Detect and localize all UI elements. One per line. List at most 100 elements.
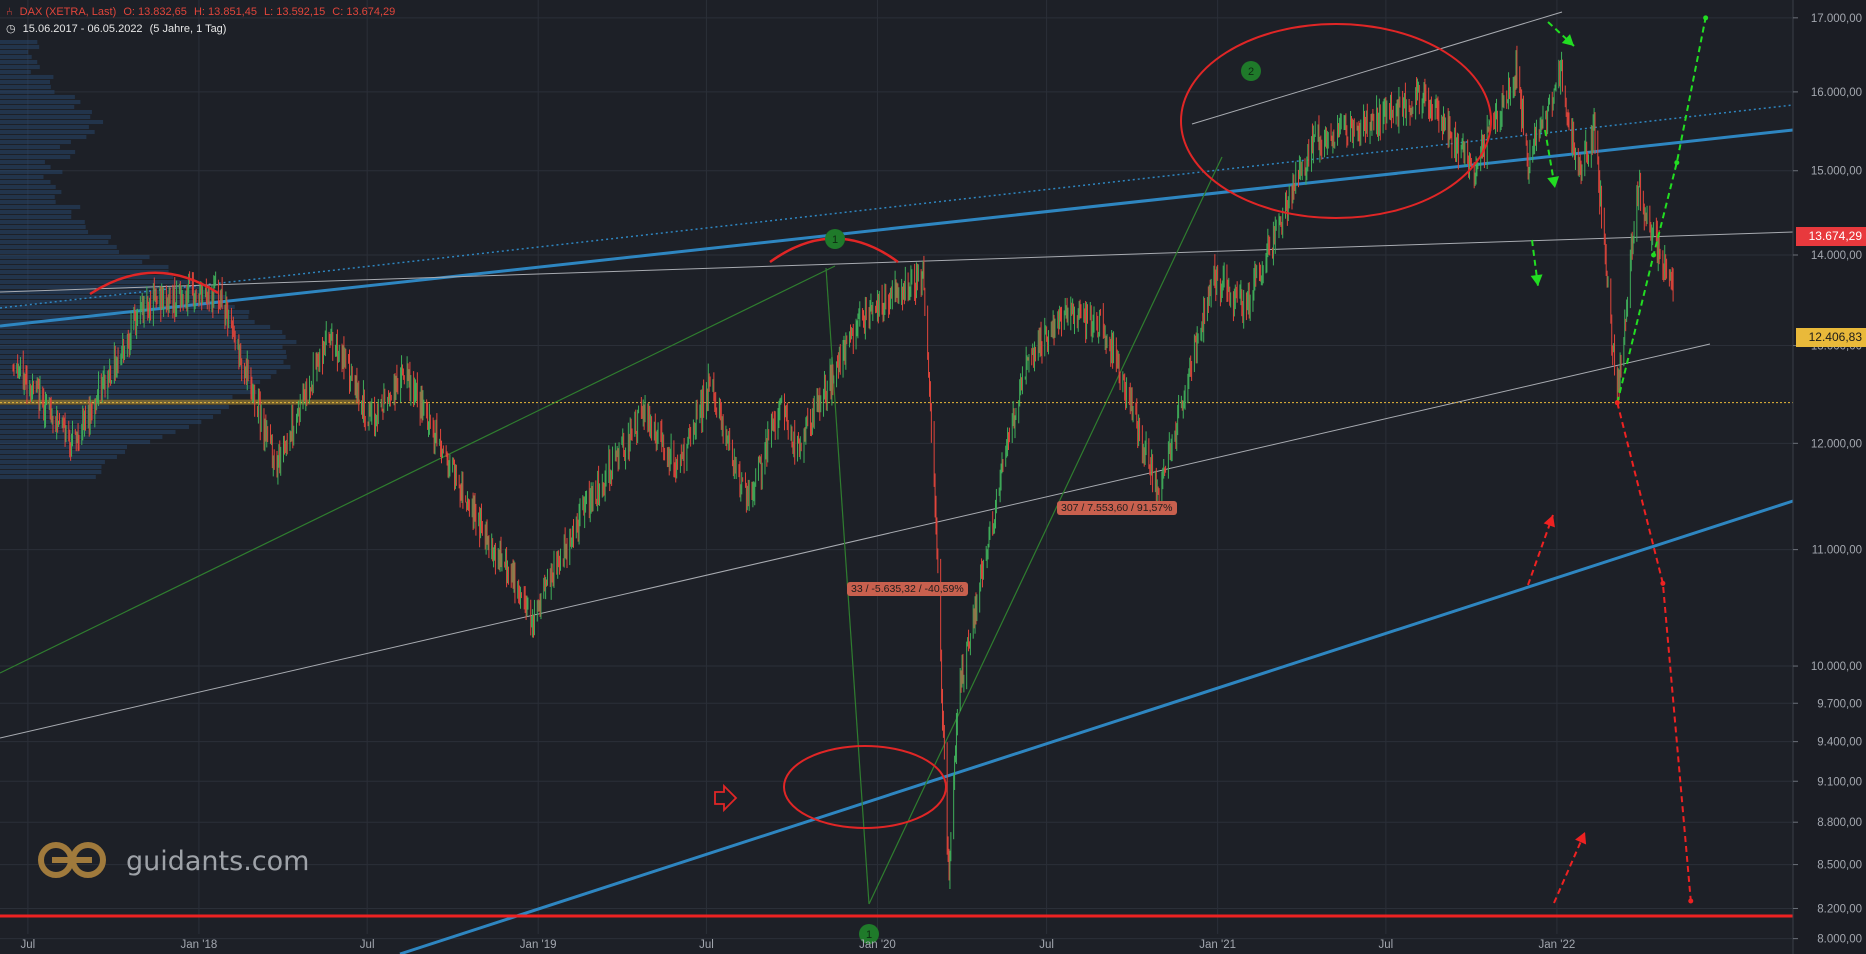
- blue-support-line: [399, 499, 1794, 954]
- close-value: C: 13.674,29: [332, 6, 396, 18]
- date-range: 15.06.2017 - 06.05.2022: [22, 23, 143, 35]
- volume-profile-bar: [0, 260, 143, 264]
- red-arrow-up-2-head: [1575, 832, 1587, 845]
- marker-1-bottom-circle: [859, 924, 879, 944]
- volume-profile-bar: [0, 160, 45, 164]
- volume-profile-bar: [0, 320, 255, 324]
- top-arc-2018: [89, 271, 219, 296]
- volume-profile-bar: [0, 190, 62, 194]
- volume-profile-bar: [0, 95, 75, 99]
- volume-profile-bar: [0, 120, 104, 124]
- volume-profile-bar: [0, 255, 150, 259]
- red-projection-node: [1688, 898, 1694, 904]
- x-tick-label-2: Jul: [360, 939, 375, 951]
- volume-profile-bar: [0, 385, 253, 389]
- low-value: L: 13.592,15: [264, 6, 326, 18]
- volume-profile-bar: [0, 390, 257, 394]
- volume-profile-bar: [0, 110, 92, 114]
- volume-profile-bar: [0, 365, 291, 369]
- volume-profile-bar: [0, 80, 51, 84]
- volume-profile-bar: [0, 130, 95, 134]
- x-axis: Jul Jan '18 Jul Jan '19 Jul Jan '20 Jul Jan '21…: [21, 939, 1576, 951]
- range-info: ◷ 15.06.2017 - 06.05.2022 (5 Jahre, 1 Ta…: [6, 22, 230, 35]
- volume-profile-bar: [0, 455, 117, 459]
- instrument-name: DAX (XETRA, Last): [19, 6, 117, 18]
- y-tick-label-10: 9.100,00: [1817, 776, 1862, 788]
- volume-profile-bar: [0, 90, 55, 94]
- green-arrow-down-top: [1547, 21, 1575, 47]
- volume-profile-bar: [0, 370, 277, 374]
- y-axis: 17.000,0016.000,0015.000,0014.000,0013.0…: [1792, 0, 1866, 954]
- y-axis-panel: [1793, 0, 1866, 954]
- volume-profile-bar: [0, 290, 219, 294]
- green-arrow-down-2-head: [1530, 274, 1543, 286]
- red-arrow-up-2: [1553, 831, 1586, 904]
- rise-annotation: 307 / 7.553,60 / 91,57%: [1057, 501, 1177, 515]
- blue-resistance-line: [0, 128, 1794, 328]
- top-ellipse: [1180, 23, 1492, 219]
- gray-channel-top: [1191, 11, 1563, 125]
- volume-profile-bar: [0, 150, 76, 154]
- y-tick-label-6: 11.000,00: [1812, 545, 1862, 557]
- red-projection: [1616, 402, 1692, 902]
- green-trend-up: [0, 265, 836, 674]
- green-rally-line: [868, 156, 1223, 905]
- y-tick-label-0: 17.000,00: [1811, 13, 1862, 25]
- volume-profile-bar: [0, 360, 284, 364]
- y-tick-label-14: 8.000,00: [1817, 934, 1862, 946]
- volume-profile-bar: [0, 465, 102, 469]
- volume-profile-bar: [0, 45, 40, 49]
- volume-profile-bar: [0, 305, 235, 309]
- volume-profile-bar: [0, 245, 117, 249]
- volume-profile-bar: [0, 350, 286, 354]
- y-tick-label-12: 8.500,00: [1817, 860, 1862, 872]
- bottom-ellipse: [783, 745, 947, 829]
- y-tick-label-3: 14.000,00: [1811, 250, 1862, 262]
- y-tick-label-8: 9.700,00: [1817, 698, 1862, 710]
- volume-profile-bar: [0, 135, 87, 139]
- grid: [0, 0, 1793, 940]
- volume-profile-bar: [0, 395, 233, 399]
- green-projection-node: [1703, 15, 1709, 21]
- volume-profile-bar: [0, 295, 227, 299]
- drop-annotation: 33 / -5.635,32 / -40,59%: [847, 582, 968, 596]
- volume-profile-bar: [0, 445, 127, 449]
- volume-profile-bar: [0, 180, 51, 184]
- volume-profile-bar: [0, 375, 271, 379]
- volume-profile-bar: [0, 205, 81, 209]
- clock-icon[interactable]: ◷: [6, 23, 16, 35]
- volume-profile-bar: [0, 460, 105, 464]
- marker-1-top-circle: [825, 229, 845, 249]
- y-tick-label-7: 10.000,00: [1811, 661, 1862, 673]
- red-arrow-up-1-head: [1543, 515, 1555, 528]
- x-tick-label-7: Jan '21: [1199, 939, 1236, 951]
- green-projection-node: [1651, 252, 1657, 258]
- marker-1-top-label: 1: [832, 234, 838, 246]
- marker-2-label: 2: [1248, 66, 1254, 78]
- volume-profile-bar: [0, 220, 85, 224]
- volume-profile-bar: [0, 325, 271, 329]
- green-projection: [1616, 17, 1707, 403]
- volume-profile-bar: [0, 275, 174, 279]
- volume-profile-bar: [0, 280, 194, 284]
- x-tick-label-9: Jan '22: [1539, 939, 1576, 951]
- volume-profile-bar: [0, 470, 102, 474]
- volume-profile-bar: [0, 435, 163, 439]
- volume-profile-bar: [0, 450, 126, 454]
- chart-type-icon[interactable]: ⑃: [6, 6, 13, 18]
- blue-dotted-line: [0, 104, 1794, 309]
- volume-profile-bar: [0, 100, 81, 104]
- volume-profile: [0, 40, 360, 479]
- high-value: H: 13.851,45: [193, 6, 257, 18]
- arrow-right-icon: [714, 783, 738, 813]
- volume-profile-bar: [0, 115, 91, 119]
- volume-profile-bar: [0, 140, 71, 144]
- volume-profile-bar: [0, 235, 111, 239]
- green-arrow-down-1-head: [1547, 176, 1560, 188]
- volume-profile-bar: [0, 335, 286, 339]
- annotation-shapes: 1 2 1: [89, 23, 1492, 944]
- x-tick-label-1: Jan '18: [181, 939, 218, 951]
- volume-profile-bar: [0, 225, 86, 229]
- volume-profile-bar: [0, 195, 55, 199]
